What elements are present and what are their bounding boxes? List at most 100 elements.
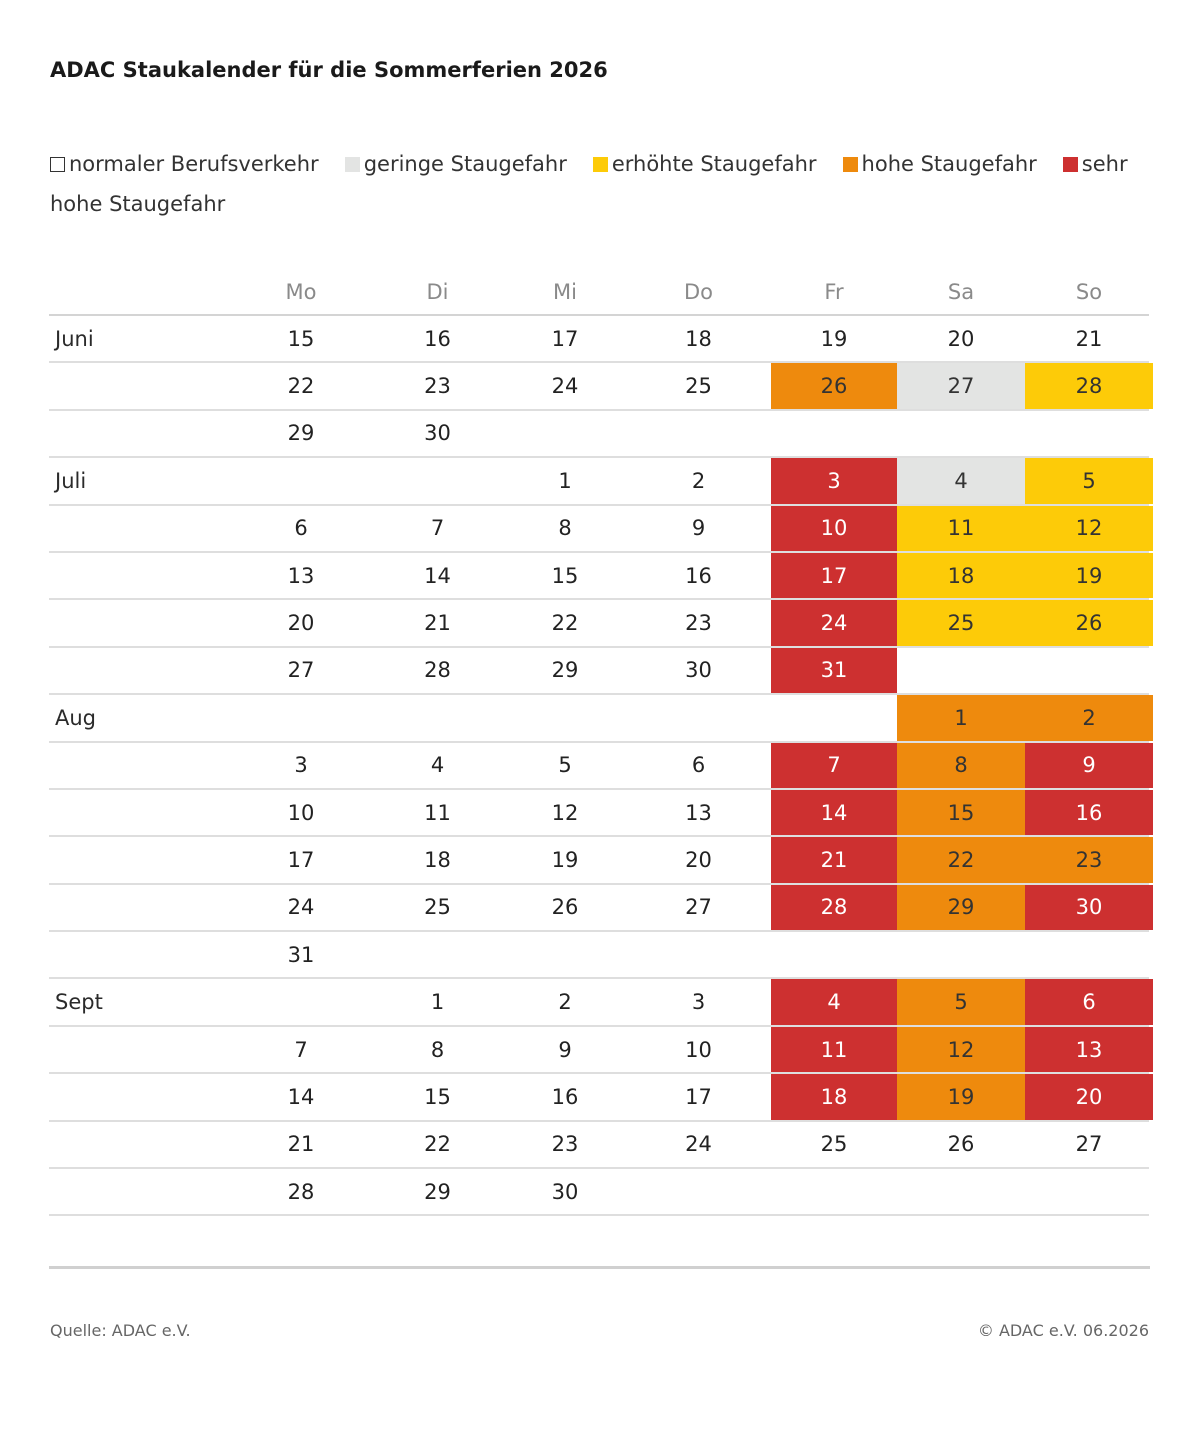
day-slot: 25 [771, 1121, 897, 1168]
week-row: 24 25 26 27 28 29 30 [49, 884, 1153, 933]
day-cell: 25 [897, 600, 1025, 646]
day-cell: 26 [897, 1121, 1025, 1168]
day-slot [1025, 1169, 1153, 1214]
day-cell: 19 [897, 1074, 1025, 1120]
week-row: Aug 1 2 [49, 695, 1153, 743]
day-slot: 8 [897, 742, 1025, 788]
day-slot: 31 [771, 647, 897, 694]
day-cell: 14 [371, 552, 504, 599]
day-slot: 5 [897, 979, 1025, 1025]
day-cell: 20 [897, 316, 1025, 362]
day-cell: 13 [626, 789, 771, 836]
day-cell: 2 [504, 979, 626, 1025]
day-cell: 12 [504, 789, 626, 836]
day-slot: 1 [371, 979, 504, 1025]
day-cell: 27 [626, 884, 771, 931]
day-slot: 19 [771, 316, 897, 362]
day-cell: 4 [771, 979, 897, 1025]
day-slot [771, 1169, 897, 1214]
day-slot: 27 [626, 884, 771, 931]
day-cell: 31 [231, 932, 371, 978]
day-cell: 26 [504, 884, 626, 931]
day-slot: 1 [504, 458, 626, 504]
day-cell: 23 [504, 1121, 626, 1168]
weekday-header-row: Mo Di Mi Do Fr Sa So [49, 270, 1149, 316]
day-cell: 28 [1025, 363, 1153, 409]
day-slot: 5 [504, 742, 626, 788]
legend-swatch [592, 157, 608, 172]
day-cell: 23 [1025, 837, 1153, 883]
day-slot: 8 [504, 505, 626, 551]
day-slot: 7 [771, 742, 897, 788]
legend-item: hohe Staugefahr [842, 152, 1037, 176]
day-slot [504, 411, 626, 456]
day-cell: 16 [626, 552, 771, 599]
day-slot: 27 [897, 363, 1025, 409]
month-cell [49, 363, 231, 408]
weekday-label: Mi [553, 280, 577, 304]
weekday-label: So [1075, 280, 1103, 304]
legend-item: sehr hohe Staugefahr [50, 152, 1128, 216]
legend-item: erhöhte Staugefahr [592, 152, 817, 176]
day-slot: 31 [231, 932, 371, 978]
copyright-note: © ADAC e.V. 06.2026 [977, 1321, 1149, 1340]
day-slot: 13 [231, 552, 371, 599]
day-cell: 6 [626, 742, 771, 788]
day-cell: 12 [1025, 505, 1153, 551]
day-slot: 29 [371, 1169, 504, 1215]
day-slot: 25 [626, 363, 771, 409]
month-cell [49, 553, 231, 598]
day-slot: 8 [371, 1026, 504, 1073]
day-cell: 31 [771, 647, 897, 694]
day-cell: 20 [1025, 1074, 1153, 1120]
day-slot: 24 [771, 600, 897, 646]
day-slot [371, 695, 504, 740]
day-slot [1025, 648, 1153, 693]
day-cell: 24 [504, 363, 626, 409]
month-label: Aug [55, 705, 97, 730]
day-cell: 17 [626, 1074, 771, 1120]
day-cell: 9 [1025, 742, 1153, 788]
day-slot [231, 979, 371, 1024]
month-cell [49, 600, 231, 645]
day-slot: 25 [897, 600, 1025, 646]
day-cell: 22 [897, 837, 1025, 883]
day-cell: 9 [504, 1026, 626, 1073]
day-slot: 20 [897, 316, 1025, 362]
day-slot: 22 [371, 1121, 504, 1168]
day-cell: 10 [231, 789, 371, 836]
day-cell: 16 [504, 1074, 626, 1120]
day-cell: 18 [371, 837, 504, 883]
day-slot: 16 [1025, 789, 1153, 836]
day-cell: 3 [626, 979, 771, 1025]
day-cell: 22 [231, 363, 371, 409]
day-slot: 26 [771, 363, 897, 409]
day-slot: 6 [1025, 979, 1153, 1025]
day-slot: 9 [626, 505, 771, 551]
legend: normaler Berufsverkehr geringe Staugefahr… [50, 144, 1160, 224]
month-cell: Sept [49, 979, 231, 1024]
day-slot: 20 [231, 600, 371, 646]
day-slot: 20 [1025, 1074, 1153, 1120]
week-row: 17 18 19 20 21 22 23 [49, 837, 1153, 885]
day-slot: 30 [1025, 884, 1153, 931]
day-slot [626, 932, 771, 977]
day-slot: 15 [231, 316, 371, 362]
day-cell: 7 [371, 505, 504, 551]
day-slot: 16 [504, 1074, 626, 1120]
day-cell: 29 [504, 647, 626, 694]
day-slot: 21 [771, 837, 897, 883]
month-cell [49, 932, 231, 977]
day-slot [1025, 932, 1153, 977]
week-row: 29 30 [49, 410, 1149, 459]
week-row: 6 7 8 9 10 11 12 [49, 505, 1153, 553]
day-slot: 17 [771, 552, 897, 599]
day-slot: 13 [626, 789, 771, 836]
legend-label: sehr hohe Staugefahr [50, 152, 1128, 216]
day-cell: 15 [371, 1074, 504, 1120]
day-slot: 26 [897, 1121, 1025, 1168]
day-slot: 1 [897, 695, 1025, 741]
day-slot: 19 [897, 1074, 1025, 1120]
day-slot: 23 [371, 363, 504, 409]
day-slot [1025, 411, 1153, 456]
